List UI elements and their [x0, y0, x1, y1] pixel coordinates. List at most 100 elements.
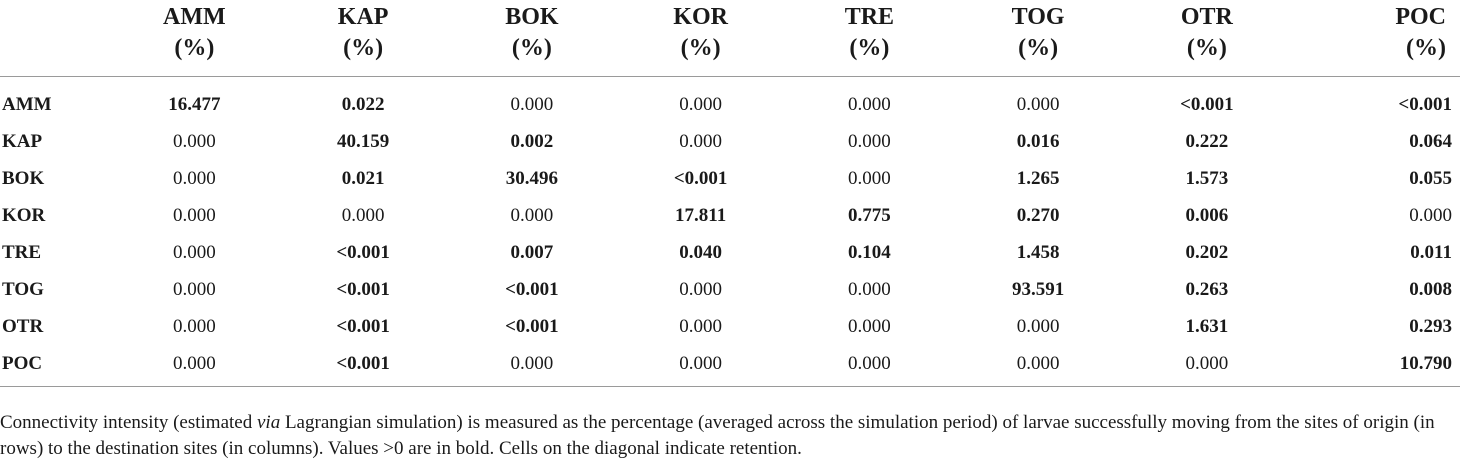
table-cell: 0.000	[953, 345, 1123, 387]
table-cell: 17.811	[675, 204, 727, 226]
table-cell: 0.000	[341, 204, 385, 226]
table-cell: 0.000	[173, 315, 216, 337]
table-cell: 0.000	[510, 204, 554, 226]
table-cell: 0.000	[173, 278, 216, 300]
table-cell: <0.001	[336, 241, 390, 263]
table-cell: 93.591	[1012, 278, 1065, 300]
table-cell: 0.040	[679, 241, 722, 263]
table-cell: <0.001	[336, 278, 390, 300]
table-cell: 0.000	[1122, 345, 1292, 387]
table-cell: 0.000	[848, 130, 891, 152]
table-header: AMM (%) KAP (%) BOK (%) KOR (%) TRE (%) TOG (%) OTR (…	[0, 0, 1460, 77]
table-cell: 0.000	[848, 93, 891, 115]
column-header-amm: AMM (%)	[110, 0, 279, 77]
table-cell: 0.006	[1185, 204, 1229, 226]
table-cell: 1.631	[1185, 315, 1229, 337]
column-header-text: AMM (%)	[110, 0, 279, 64]
table-cell: 0.293	[1409, 315, 1452, 337]
table-cell: <0.001	[278, 345, 448, 387]
table-cell: 0.000	[785, 345, 954, 387]
column-header-text: BOK (%)	[448, 0, 617, 64]
column-header-text: KOR (%)	[616, 0, 785, 64]
table-cell: 0.055	[1409, 167, 1452, 189]
table-cell: 0.000	[679, 315, 722, 337]
column-header-bok: BOK (%)	[447, 0, 617, 77]
column-header-tog: TOG (%)	[953, 0, 1123, 77]
column-header-kor: KOR (%)	[616, 0, 785, 77]
table-cell: 0.000	[447, 345, 617, 387]
column-code: BOK	[505, 4, 559, 30]
column-unit: (%)	[174, 35, 215, 61]
row-label: KOR	[2, 204, 46, 226]
row-label: OTR	[2, 315, 44, 337]
row-label: POC	[0, 345, 110, 387]
connectivity-table: AMM (%) KAP (%) BOK (%) KOR (%) TRE (%) TOG (%) OTR (…	[0, 0, 1460, 387]
table-row: POC 0.000 <0.001 0.000 0.000 0.000 0.000 0.000 1…	[0, 345, 1460, 387]
table-cell: <0.001	[505, 278, 559, 300]
table-cell: 30.496	[505, 167, 558, 189]
table-cell: 40.159	[337, 130, 390, 152]
column-header-kap: KAP (%)	[278, 0, 448, 77]
table-cell: 0.104	[848, 241, 891, 263]
table-body: AMM 16.477 0.022 0.000 0.000 0.000 0.000 <0.001…	[0, 77, 1460, 387]
column-unit: (%)	[1018, 35, 1059, 61]
table-cell: 0.000	[510, 93, 554, 115]
table-row: KAP 0.000 40.159 0.002 0.000 0.000 0.016 0.222 0…	[0, 123, 1460, 160]
table-cell: 0.021	[341, 167, 385, 189]
header-row: AMM (%) KAP (%) BOK (%) KOR (%) TRE (%) TOG (%) OTR (…	[0, 0, 1460, 77]
column-header-text: OTR (%)	[1123, 0, 1292, 64]
column-header-text: TOG (%)	[954, 0, 1123, 64]
column-code: POC	[1395, 4, 1446, 30]
table-cell: 0.000	[616, 345, 785, 387]
column-code: KOR	[673, 4, 728, 30]
table-cell: 0.000	[173, 204, 216, 226]
column-header-otr: OTR (%)	[1122, 0, 1292, 77]
table-row: TOG 0.000 <0.001 <0.001 0.000 0.000 93.591 0.26…	[0, 271, 1460, 308]
table-cell: 0.007	[510, 241, 554, 263]
column-unit: (%)	[511, 35, 552, 61]
footnote-text-part2: Lagrangian simulation) is measured as th…	[0, 412, 1435, 459]
table-cell: 0.011	[1410, 241, 1452, 263]
table-cell: <0.001	[1398, 93, 1452, 115]
column-code: AMM	[163, 4, 226, 30]
table-cell: 0.000	[679, 130, 722, 152]
header-corner-cell	[0, 0, 110, 77]
table-cell: 10.790	[1291, 345, 1460, 387]
table-cell: 0.000	[848, 278, 891, 300]
table-cell: 0.016	[1016, 130, 1060, 152]
table-cell: 0.000	[848, 315, 891, 337]
table-cell: 1.458	[1016, 241, 1060, 263]
table-cell: 0.202	[1185, 241, 1229, 263]
row-label: AMM	[2, 93, 52, 115]
table-cell: 0.263	[1185, 278, 1229, 300]
column-unit: (%)	[343, 35, 384, 61]
table-cell: 0.222	[1185, 130, 1229, 152]
table-cell: <0.001	[1180, 93, 1234, 115]
table-cell: 1.573	[1185, 167, 1229, 189]
table-cell: 0.775	[848, 204, 891, 226]
table-cell: 0.000	[173, 241, 216, 263]
column-unit: (%)	[1186, 35, 1227, 61]
column-code: KAP	[337, 4, 389, 30]
column-header-tre: TRE (%)	[785, 0, 954, 77]
table-row: KOR 0.000 0.000 0.000 17.811 0.775 0.270 0.006 0…	[0, 197, 1460, 234]
row-label: BOK	[2, 167, 45, 189]
table-cell: 0.270	[1016, 204, 1060, 226]
table-cell: 0.000	[110, 345, 279, 387]
table-cell: 0.000	[1409, 204, 1452, 226]
column-header-text: TRE (%)	[785, 0, 954, 64]
table-cell: 0.000	[173, 130, 216, 152]
table-row: BOK 0.000 0.021 30.496 <0.001 0.000 1.265 1.573…	[0, 160, 1460, 197]
table-cell: 0.000	[173, 167, 216, 189]
column-header-text: KAP (%)	[279, 0, 448, 64]
column-code: TOG	[1011, 4, 1065, 30]
table-cell: 0.000	[679, 93, 722, 115]
column-code: TRE	[844, 4, 895, 30]
table-cell: 0.000	[679, 278, 722, 300]
footnote-text-part1: Connectivity intensity (estimated	[0, 412, 257, 433]
row-label: KAP	[2, 130, 43, 152]
table-cell: 0.064	[1409, 130, 1452, 152]
table-cell: <0.001	[505, 315, 559, 337]
table-cell: 16.477	[168, 93, 221, 115]
table-cell: 0.000	[1016, 93, 1060, 115]
